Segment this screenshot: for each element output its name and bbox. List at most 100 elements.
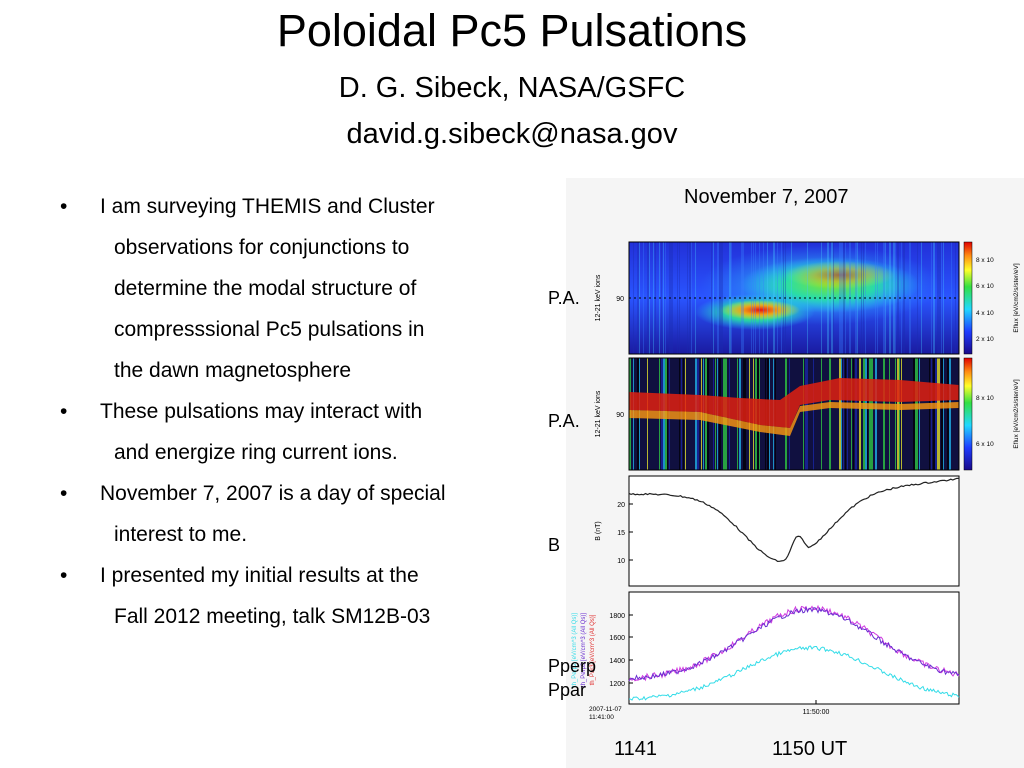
x-start-label: 1141 — [614, 738, 658, 760]
spectrogram-stripe — [933, 358, 935, 470]
spectrogram-stripe — [915, 358, 917, 470]
bullet-item: • These pulsations may interact with and… — [60, 391, 530, 473]
panel-frame — [628, 357, 960, 471]
pa-tick-label: 90 — [616, 296, 624, 303]
x-end-label: 1150 UT — [772, 738, 848, 760]
spectrogram-stripe — [877, 242, 878, 354]
panel-label-b: B — [548, 535, 561, 555]
legend-entry: th_Perp2 [eV/cm^3 (All Qs)] — [572, 613, 578, 688]
spectrogram-stripe — [875, 358, 877, 470]
spectrogram-stripe — [863, 242, 864, 354]
b-tick-label: 20 — [617, 502, 625, 509]
spectrogram-stripe — [831, 242, 833, 354]
slide-title: Poloidal Pc5 Pulsations — [276, 5, 748, 56]
colorbar-tick: 8 x 10 — [976, 257, 994, 264]
pa-spectrogram-1: 90 12-21 keV ions 8 x 10 6 x 10 4 x 10 2… — [595, 241, 1020, 355]
spectrogram-stripe — [845, 358, 846, 470]
spectrogram-stripe — [855, 358, 857, 470]
spectrogram-stripe — [829, 358, 831, 470]
bullet-dot: • — [60, 400, 68, 423]
spectrogram-stripe — [711, 242, 712, 354]
b-field-panel: 20 15 10 B (nT) — [595, 475, 960, 587]
spectrogram-stripe — [713, 242, 714, 354]
panel-label-pperp: Pperp — [548, 656, 597, 676]
b-field-trace — [628, 477, 960, 563]
panel-ylabel: 12-21 keV ions — [595, 274, 602, 321]
colorbar-tick: 4 x 10 — [976, 310, 994, 317]
spectrogram-stripe — [929, 358, 930, 470]
spectrogram-stripe — [807, 242, 808, 354]
spectrogram-stripe — [677, 242, 678, 354]
pa-tick-label: 90 — [616, 412, 624, 419]
spectrogram-stripe — [951, 242, 952, 354]
legend-entry: th_Par3 [eV/cm^3 (All Qs)] — [590, 614, 596, 685]
spectrogram-stripe — [843, 358, 844, 470]
figure-date: November 7, 2007 — [684, 186, 849, 208]
spectrogram-stripe — [889, 358, 890, 470]
time-stamp: 11:41:00 — [589, 714, 614, 721]
spectrogram-stripe — [783, 242, 784, 354]
bullet-line: These pulsations may interact with — [100, 400, 423, 423]
spectrogram-stripe — [949, 358, 951, 470]
p-tick-label: 1600 — [609, 635, 625, 642]
spectrogram-stripe — [721, 242, 723, 354]
spectrogram-stripe — [943, 358, 944, 470]
spectrogram-stripe — [913, 358, 915, 470]
spectrogram-stripe — [941, 242, 942, 354]
spectrogram-flux-band — [629, 378, 959, 428]
pa-spectrogram-2: 90 12-21 keV ions 8 x 10 6 x 10 Eflux [e… — [595, 357, 1020, 471]
spectrogram-stripe — [751, 242, 752, 354]
spectrogram-stripe — [841, 358, 842, 470]
spectrogram-stripe — [633, 242, 634, 354]
author-line: D. G. Sibeck, NASA/GSFC — [338, 72, 686, 104]
colorbar-title: Eflux [eV/cm2/s/ster/eV] — [1013, 379, 1020, 449]
spectrogram-stripe — [791, 242, 792, 354]
spectrogram-flux-blob — [785, 261, 895, 289]
colorbar — [963, 357, 973, 471]
spectrogram-flux-blob — [720, 300, 800, 320]
p-tick-label: 1400 — [609, 658, 625, 665]
pressure-panel: 1800 1600 1400 1200 11:50:00 th_Perp2 [e… — [572, 591, 960, 721]
spectrogram-stripe — [859, 358, 861, 470]
spectrogram-stripe — [839, 358, 841, 470]
spectrogram-stripe — [813, 358, 814, 470]
b-tick-label: 10 — [617, 558, 625, 565]
panel-ylabel: 12-21 keV ions — [595, 390, 602, 437]
spectrogram-stripe — [763, 242, 764, 354]
bullet-line: November 7, 2007 is a day of special — [100, 482, 446, 505]
spectrogram-stripe — [883, 358, 885, 470]
spectrogram-stripe — [947, 358, 949, 470]
bullet-line: the dawn magnetosphere — [114, 359, 351, 382]
spectrogram-stripe — [939, 358, 940, 470]
spectrogram-stripe — [777, 242, 778, 354]
spectrogram-stripe — [821, 242, 822, 354]
spectrogram-stripe — [841, 242, 843, 354]
spectrogram-flux-band — [629, 402, 959, 436]
p-tick-label: 1800 — [609, 613, 625, 620]
bullet-line: interest to me. — [114, 523, 248, 546]
spectrogram-stripe — [851, 358, 852, 470]
spectrogram-stripe — [671, 242, 673, 354]
spectrogram-stripe — [805, 358, 807, 470]
panel-ylabel: B (nT) — [595, 521, 602, 540]
colorbar-tick: 6 x 10 — [976, 283, 994, 290]
panel-frame — [628, 241, 960, 355]
spectrogram-stripe — [807, 358, 808, 470]
spectrogram-stripe — [897, 242, 899, 354]
p-tick-label: 1200 — [609, 681, 625, 688]
spectrogram-stripe — [647, 242, 649, 354]
spectrogram-stripe — [941, 358, 943, 470]
spectrogram-stripe — [827, 242, 829, 354]
x-tick-label: 11:50:00 — [803, 709, 830, 716]
spectrogram-stripe — [741, 242, 743, 354]
spectrogram-stripe — [853, 358, 854, 470]
spectrogram-stripe — [847, 358, 848, 470]
b-tick-label: 15 — [617, 530, 625, 537]
bullet-line: observations for conjunctions to — [114, 236, 410, 259]
colorbar-title: Eflux [eV/cm2/s/ster/eV] — [1013, 263, 1020, 333]
spectrogram-stripe — [917, 358, 918, 470]
bullet-list: • I am surveying THEMIS and Cluster obse… — [60, 186, 530, 637]
bullet-dot: • — [60, 564, 68, 587]
spectrogram-stripe — [717, 242, 719, 354]
date-stamp: 2007-11-07 — [589, 706, 622, 713]
